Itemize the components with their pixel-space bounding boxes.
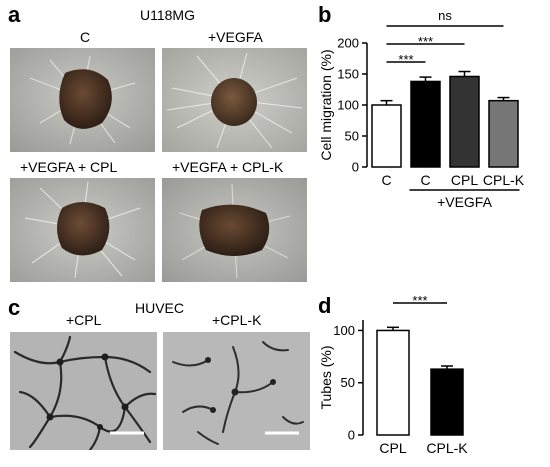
y-axis-label: Cell migration (%) bbox=[318, 49, 334, 160]
panel-a-label: a bbox=[8, 2, 21, 27]
bar bbox=[410, 80, 441, 168]
spheroid-photo-vegfa bbox=[162, 48, 307, 152]
y-tick-label: 0 bbox=[352, 160, 359, 175]
sig-label-2: *** bbox=[418, 34, 433, 49]
y-tick-label: 50 bbox=[341, 375, 355, 390]
y-tick-label: 100 bbox=[337, 98, 359, 113]
condition-label-vegfa-cplk: +VEGFA + CPL-K bbox=[172, 159, 284, 175]
y-tick-label: 100 bbox=[333, 323, 355, 338]
x-tick-label: CPL-K bbox=[483, 172, 525, 188]
group-label: +VEGFA bbox=[437, 194, 493, 210]
y-tick-label: 200 bbox=[337, 36, 359, 51]
sig-label-ns: ns bbox=[438, 8, 452, 23]
panel-d-label: d bbox=[318, 293, 332, 318]
condition-label-vegfa: +VEGFA bbox=[208, 29, 263, 45]
bar bbox=[376, 329, 410, 436]
bar bbox=[488, 99, 519, 168]
bar bbox=[430, 368, 464, 436]
bar bbox=[371, 104, 402, 168]
bar bbox=[449, 75, 480, 168]
sig-label: *** bbox=[412, 293, 427, 308]
spheroid-photo-vegfa-cplk bbox=[162, 178, 307, 282]
condition-label-cplk: +CPL-K bbox=[212, 312, 262, 328]
condition-label-cpl: +CPL bbox=[66, 312, 102, 328]
x-tick-label: C bbox=[381, 172, 391, 188]
condition-label-vegfa-cpl: +VEGFA + CPL bbox=[20, 159, 118, 175]
y-tick-label: 50 bbox=[345, 129, 359, 144]
x-tick-label: C bbox=[420, 172, 430, 188]
panel-b-label: b bbox=[318, 2, 332, 27]
spheroid-photo-control bbox=[10, 48, 155, 152]
y-tick-label: 0 bbox=[348, 428, 355, 443]
x-tick-label: CPL-K bbox=[426, 440, 468, 456]
panel-c-cell-line: HUVEC bbox=[135, 300, 185, 316]
tube-formation-photo-cplk bbox=[163, 332, 310, 450]
spheroid-photo-vegfa-cpl bbox=[10, 178, 155, 282]
tube-formation-photo-cpl bbox=[10, 332, 157, 450]
panel-a-cell-line: U118MG bbox=[140, 7, 195, 23]
y-tick-label: 150 bbox=[337, 67, 359, 82]
condition-label-c: C bbox=[80, 29, 91, 45]
sig-label-1: *** bbox=[398, 52, 413, 67]
y-axis-label: Tubes (%) bbox=[318, 345, 334, 409]
panel-c-label: c bbox=[8, 295, 21, 320]
chart-tubes: 0 50 100 Tubes (%) CPL CPL-K *** bbox=[318, 293, 468, 456]
x-tick-label: CPL bbox=[379, 440, 406, 456]
x-tick-label: CPL bbox=[451, 172, 478, 188]
